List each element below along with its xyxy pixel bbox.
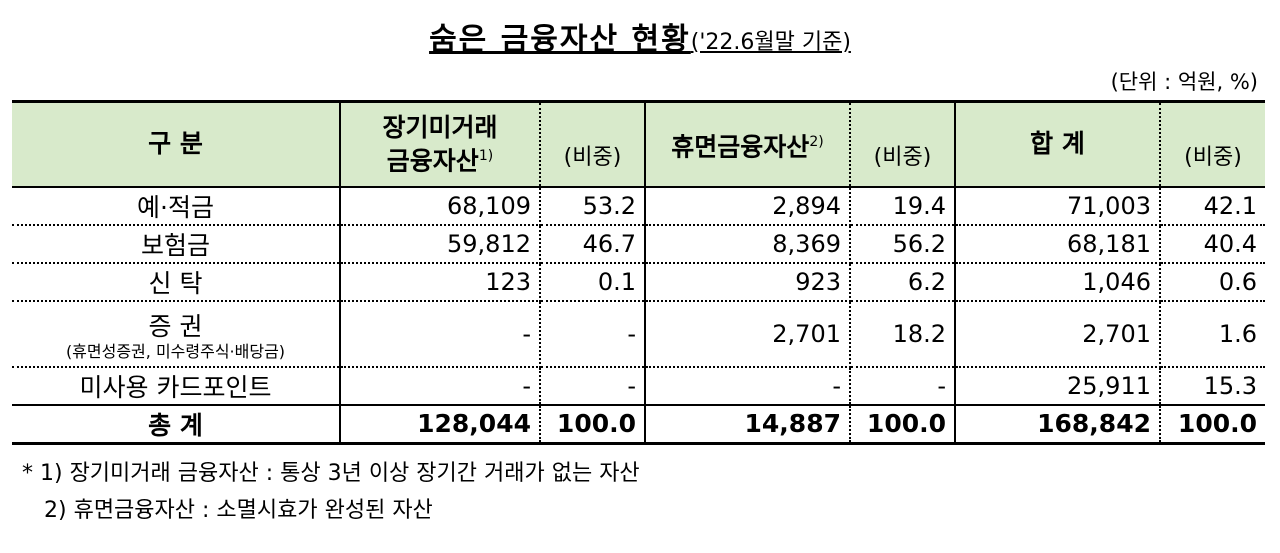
header-text: (비중): [873, 144, 932, 170]
header-cell: 휴면금융자산2): [645, 101, 851, 187]
row-label: 예·적금: [12, 186, 341, 226]
value-cell: 46.7: [540, 224, 646, 264]
value-cell: 1.6: [1160, 300, 1265, 368]
row-sublabel: (휴면성증권, 미수령주식·배당금): [65, 341, 286, 361]
value-cell: 923: [645, 262, 851, 302]
value-cell: 15.3: [1160, 366, 1265, 406]
value-cell: 18.2: [850, 300, 956, 368]
row-label-text: 예·적금: [137, 192, 214, 222]
value-cell: -: [540, 366, 646, 406]
header-text: (비중): [563, 144, 622, 170]
value-cell: 100.0: [850, 403, 956, 445]
title-suffix: ('22.6월말 기준): [690, 30, 851, 55]
header-cell: (비중): [850, 100, 956, 187]
table-row: 보험금 59,812 46.7 8,369 56.2 68,181 40.4: [12, 224, 1265, 264]
row-label-text: 총 계: [148, 410, 203, 440]
header-cell: 합 계: [955, 101, 1161, 187]
value-cell: 1,046: [955, 262, 1161, 302]
header-cell: (비중): [540, 100, 646, 187]
header-cell: 장기미거래 금융자산1): [340, 101, 541, 187]
header-cell: (비중): [1160, 100, 1265, 187]
row-label: 증 권 (휴면성증권, 미수령주식·배당금): [12, 300, 341, 368]
row-label-text: 보험금: [140, 230, 210, 260]
header-text: 구 분: [148, 129, 203, 159]
value-cell: 71,003: [955, 186, 1161, 226]
value-cell: 25,911: [955, 366, 1161, 406]
value-cell: 42.1: [1160, 186, 1265, 226]
value-cell: 2,701: [645, 300, 851, 368]
footnote: 2) 휴면금융자산 : 소멸시효가 완성된 자산: [44, 498, 433, 523]
header-text: 합 계: [1030, 129, 1085, 159]
row-label-text: 신 탁: [148, 268, 203, 298]
value-cell: -: [850, 366, 956, 406]
table-row: 신 탁 123 0.1 923 6.2 1,046 0.6: [12, 262, 1265, 302]
value-cell: 56.2: [850, 224, 956, 264]
value-cell: 14,887: [645, 403, 851, 445]
row-label: 총 계: [12, 403, 341, 445]
table-row: 예·적금 68,109 53.2 2,894 19.4 71,003 42.1: [12, 186, 1265, 226]
value-cell: -: [540, 300, 646, 368]
row-label: 보험금: [12, 224, 341, 264]
value-cell: 123: [340, 262, 541, 302]
value-cell: 40.4: [1160, 224, 1265, 264]
header-text: (비중): [1184, 144, 1242, 170]
row-label: 신 탁: [12, 262, 341, 302]
value-cell: 100.0: [540, 403, 646, 445]
value-cell: 168,842: [955, 403, 1161, 445]
value-cell: 128,044: [340, 403, 541, 445]
value-cell: -: [645, 366, 851, 406]
value-cell: 19.4: [850, 186, 956, 226]
value-cell: 2,701: [955, 300, 1161, 368]
table-row: 미사용 카드포인트 - - - -25,911 15.3: [12, 366, 1265, 406]
asset-table: 구 분 장기미거래 금융자산1) (비중) 휴면금융자산2) (비중) 합 계 (비중) 예·적…: [12, 100, 1265, 445]
value-cell: 0.1: [540, 262, 646, 302]
title: 숨은 금융자산 현황('22.6월말 기준): [0, 14, 1280, 58]
table-row: 증 권 (휴면성증권, 미수령주식·배당금) - -2,701 18.2 2,701 1.6: [12, 300, 1265, 368]
value-cell: 6.2: [850, 262, 956, 302]
value-cell: -: [340, 366, 541, 406]
footnote-mark: 2): [809, 133, 824, 150]
row-label-text: 증 권: [148, 311, 203, 341]
value-cell: 100.0: [1160, 403, 1265, 445]
header-text: 장기미거래: [382, 112, 498, 142]
value-cell: 2,894: [645, 186, 851, 226]
value-cell: -: [340, 300, 541, 368]
header-text: 휴면금융자산: [671, 131, 810, 161]
header-row: 구 분 장기미거래 금융자산1) (비중) 휴면금융자산2) (비중) 합 계 (비중): [12, 100, 1265, 187]
footnote: * 1) 장기미거래 금융자산 : 통상 3년 이상 장기간 거래가 없는 자산: [22, 461, 640, 486]
footnote-mark: 1): [478, 147, 494, 164]
header-text: 금융자산: [386, 145, 479, 175]
value-cell: 53.2: [540, 186, 646, 226]
value-cell: 59,812: [340, 224, 541, 264]
value-cell: 68,109: [340, 186, 541, 226]
unit: (단위 : 억원, %): [1110, 70, 1258, 94]
table-row: 총 계 128,044 100.0 14,887 100.0 168,842 100.0: [12, 403, 1265, 445]
value-cell: 8,369: [645, 224, 851, 264]
header-cell: 구 분: [12, 101, 341, 187]
row-label-text: 미사용 카드포인트: [79, 372, 272, 402]
value-cell: 68,181: [955, 224, 1161, 264]
title-main: 숨은 금융자산 현황: [429, 22, 691, 57]
value-cell: 0.6: [1160, 262, 1265, 302]
row-label: 미사용 카드포인트: [12, 366, 341, 406]
